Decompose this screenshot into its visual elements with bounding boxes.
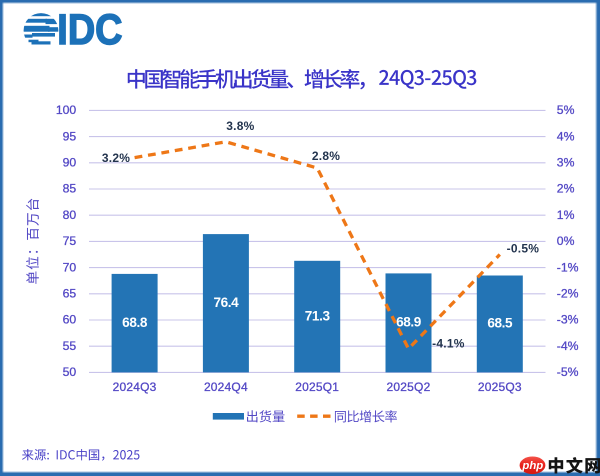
svg-text:-1%: -1% xyxy=(557,260,579,274)
svg-text:68.8: 68.8 xyxy=(122,315,148,330)
svg-text:2024Q3: 2024Q3 xyxy=(113,380,157,394)
svg-text:php: php xyxy=(521,460,543,472)
svg-text:3%: 3% xyxy=(557,156,575,170)
svg-text:-4.1%: -4.1% xyxy=(432,337,465,351)
svg-text:3.8%: 3.8% xyxy=(226,119,254,133)
svg-text:90: 90 xyxy=(63,156,77,170)
svg-text:75: 75 xyxy=(63,234,77,248)
svg-text:2.8%: 2.8% xyxy=(312,149,340,163)
svg-text:5%: 5% xyxy=(557,103,575,117)
svg-text:1%: 1% xyxy=(557,208,575,222)
svg-text:-2%: -2% xyxy=(557,287,579,301)
svg-text:2%: 2% xyxy=(557,182,575,196)
svg-text:2024Q4: 2024Q4 xyxy=(204,380,248,394)
svg-text:85: 85 xyxy=(63,182,77,196)
svg-text:2025Q3: 2025Q3 xyxy=(478,380,522,394)
svg-text:-5%: -5% xyxy=(557,365,579,379)
svg-text:50: 50 xyxy=(63,365,77,379)
svg-text:0%: 0% xyxy=(557,234,575,248)
svg-text:-3%: -3% xyxy=(557,313,579,327)
svg-text:-0.5%: -0.5% xyxy=(507,242,540,256)
svg-text:70: 70 xyxy=(63,260,77,274)
svg-text:2025Q2: 2025Q2 xyxy=(387,380,431,394)
svg-text:100: 100 xyxy=(56,103,77,117)
svg-text:IDC: IDC xyxy=(57,5,122,54)
svg-text:4%: 4% xyxy=(557,129,575,143)
svg-text:55: 55 xyxy=(63,339,77,353)
svg-text:3.2%: 3.2% xyxy=(102,151,130,165)
svg-text:2025Q1: 2025Q1 xyxy=(295,380,339,394)
svg-text:65: 65 xyxy=(63,287,77,301)
svg-text:68.5: 68.5 xyxy=(487,316,513,331)
svg-text:-4%: -4% xyxy=(557,339,579,353)
svg-text:60: 60 xyxy=(63,313,77,327)
svg-text:68.9: 68.9 xyxy=(396,315,422,330)
svg-text:76.4: 76.4 xyxy=(213,295,239,310)
svg-text:71.3: 71.3 xyxy=(305,308,331,323)
svg-text:95: 95 xyxy=(63,129,77,143)
svg-text:80: 80 xyxy=(63,208,77,222)
